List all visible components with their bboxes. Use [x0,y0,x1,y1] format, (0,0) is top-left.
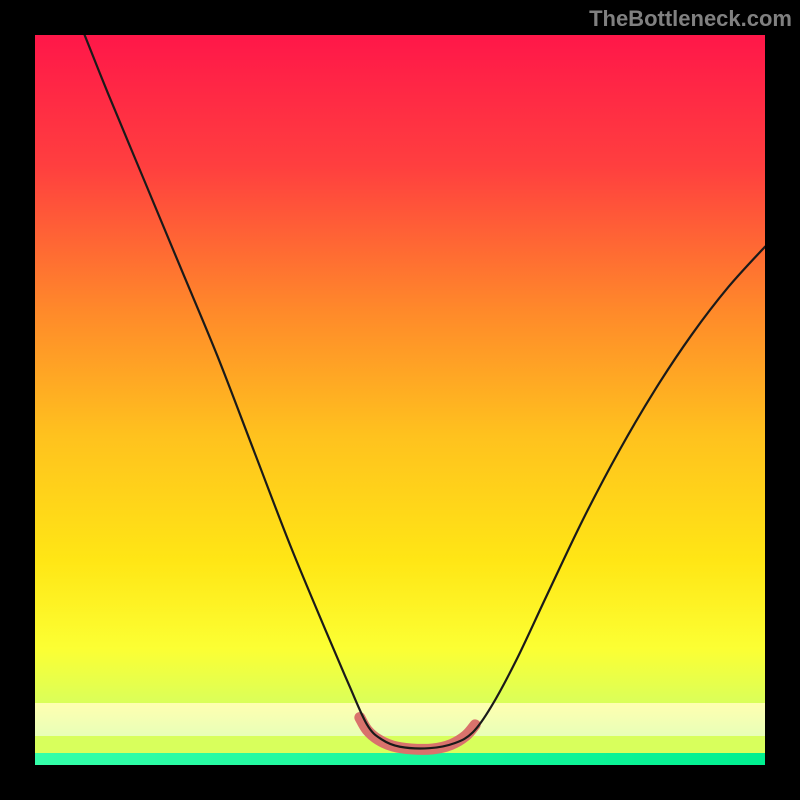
chart-frame: TheBottleneck.com [0,0,800,800]
bottleneck-curve [35,35,765,765]
chart-plot-area [35,35,765,765]
watermark-label: TheBottleneck.com [589,6,792,32]
